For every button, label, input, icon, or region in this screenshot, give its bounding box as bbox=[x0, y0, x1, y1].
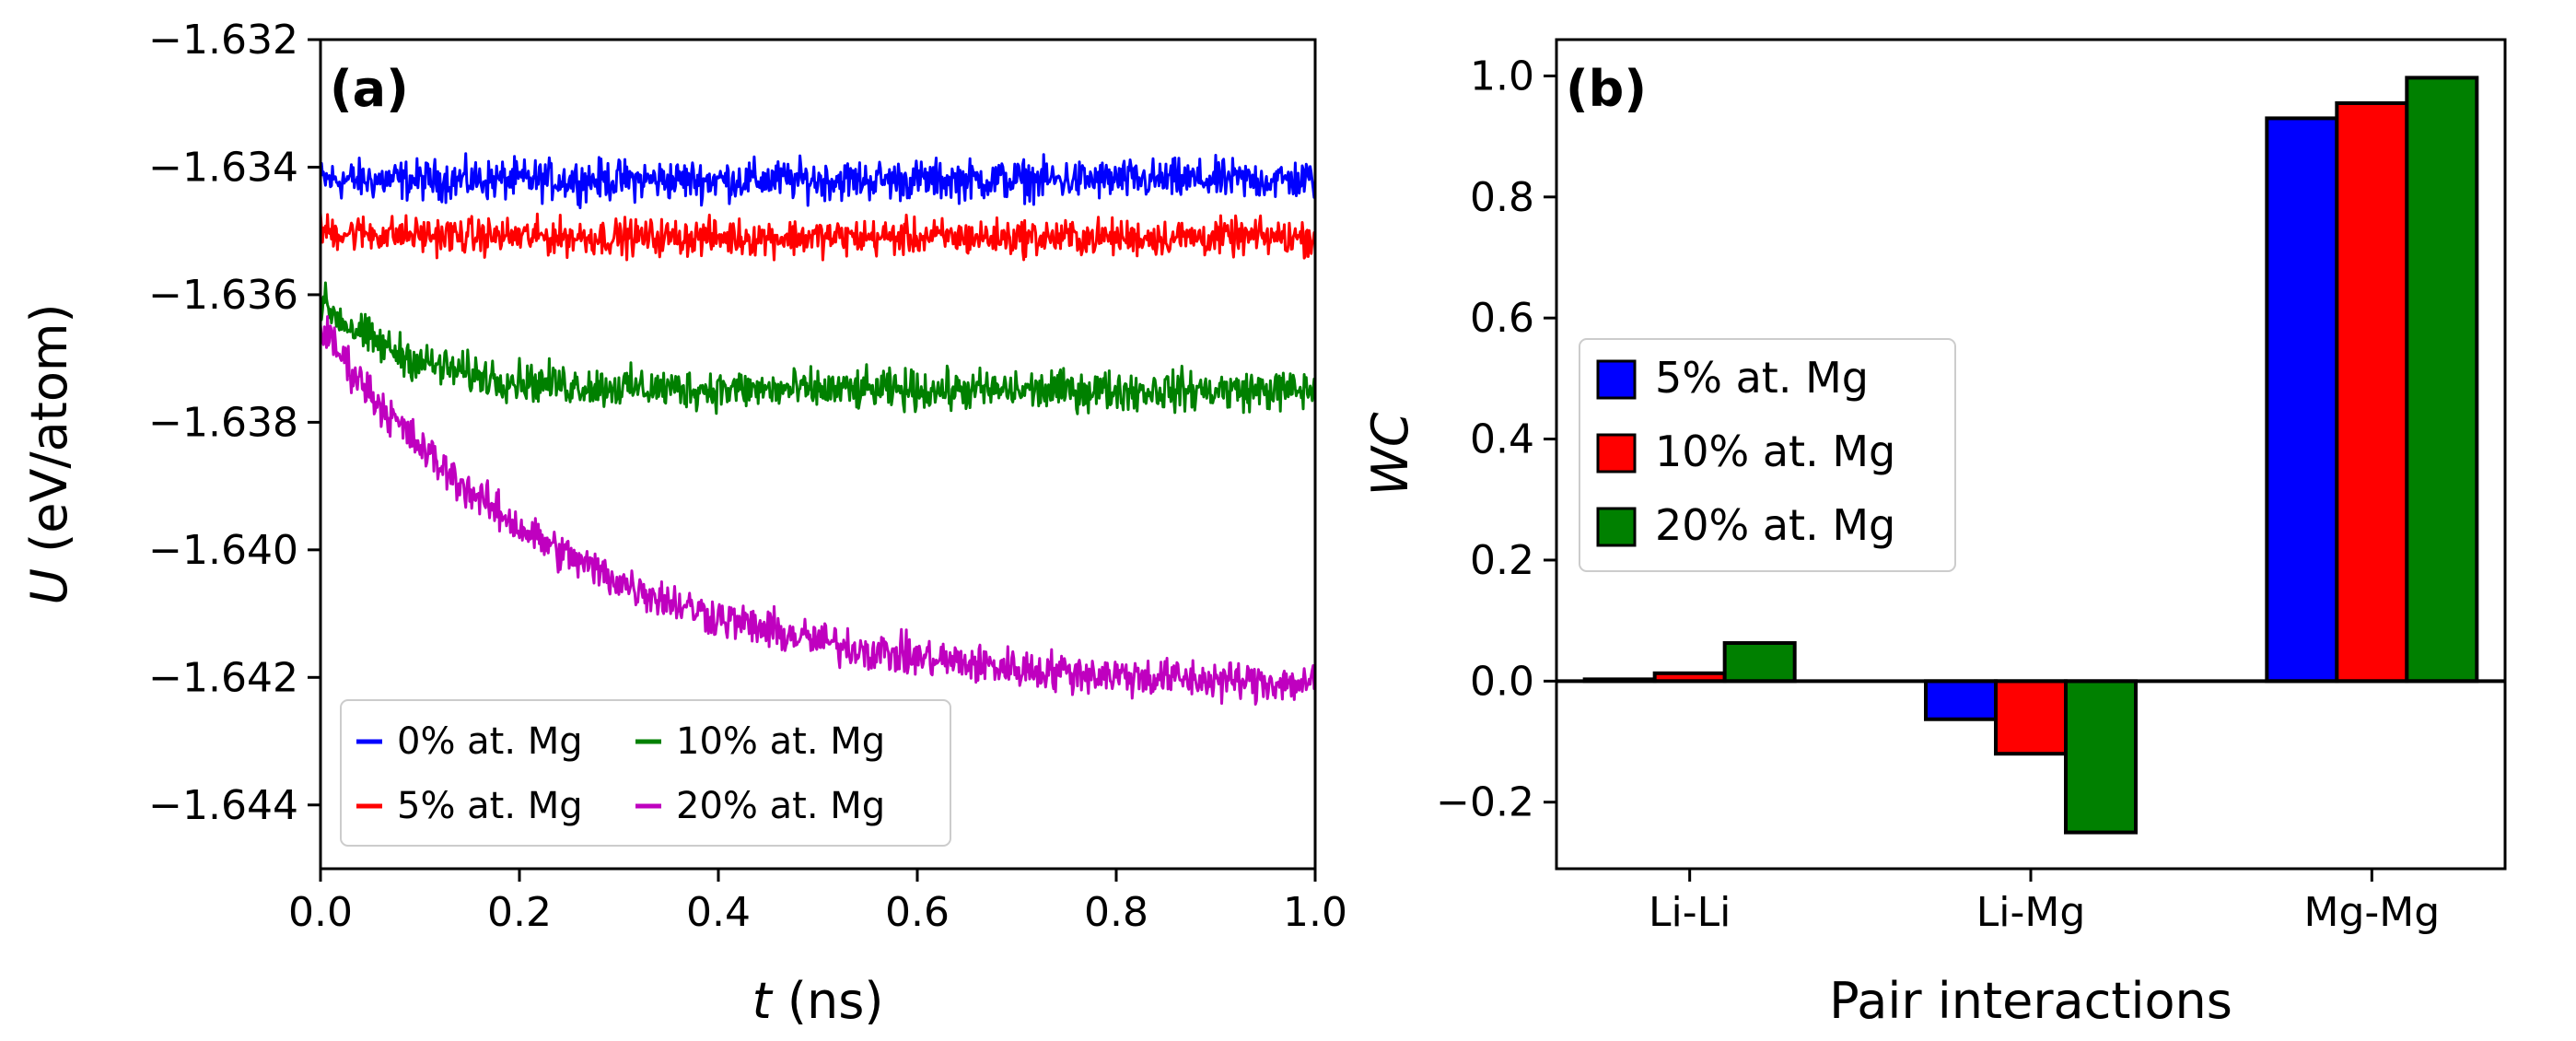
x-tick-label-a-5: 1.0 bbox=[1283, 889, 1347, 936]
legend-swatch-b-10pct bbox=[1596, 433, 1637, 474]
legend-label-b-20pct: 20% at. Mg bbox=[1655, 500, 1895, 550]
series-line-20-at-mg bbox=[319, 315, 1317, 706]
bar-li-mg-20-at-mg bbox=[2064, 679, 2138, 835]
x-tick-label-a-1: 0.2 bbox=[487, 889, 552, 936]
legend-label-20pct: 20% at. Mg bbox=[676, 785, 885, 827]
panel-a-x-axis-unit: (ns) bbox=[772, 972, 884, 1030]
panel-b-bars-group bbox=[1582, 76, 2479, 835]
panel-b-label: (b) bbox=[1566, 60, 1647, 118]
panel-a-label: (a) bbox=[330, 60, 409, 118]
panel-a-frame bbox=[319, 38, 1317, 871]
panel-b-legend: 5% at. Mg 10% at. Mg 20% at. Mg bbox=[1579, 338, 1956, 572]
y-tick-label-a-1: −1.634 bbox=[148, 144, 298, 191]
x-tick-label-a-2: 0.4 bbox=[686, 889, 751, 936]
bar-li-li-20-at-mg bbox=[1722, 640, 1797, 684]
bar-li-mg-5-at-mg bbox=[1924, 679, 1998, 721]
x-tick-label-b-li-mg: Li-Mg bbox=[1976, 889, 2086, 936]
panel-a-legend-box bbox=[340, 699, 951, 847]
y-tick-label-a-3: −1.638 bbox=[148, 399, 298, 446]
y-tick-label-b-1: 0.0 bbox=[1470, 658, 1534, 705]
legend-label-10pct: 10% at. Mg bbox=[676, 720, 885, 763]
x-tick-label-b-mg-mg: Mg-Mg bbox=[2303, 889, 2440, 936]
y-tick-label-b-2: 0.2 bbox=[1470, 537, 1534, 584]
bar-mg-mg-10-at-mg bbox=[2335, 100, 2409, 684]
panel-a-y-axis-var: U bbox=[20, 568, 78, 605]
x-tick-label-a-0: 0.0 bbox=[288, 889, 353, 936]
bar-mg-mg-5-at-mg bbox=[2265, 116, 2339, 684]
panel-b-y-axis-label: WC bbox=[1361, 412, 1419, 496]
series-line-5-at-mg bbox=[319, 212, 1317, 262]
legend-label-b-5pct: 5% at. Mg bbox=[1655, 353, 1869, 403]
y-tick-label-a-2: −1.636 bbox=[148, 272, 298, 319]
x-tick-label-b-li-li: Li-Li bbox=[1649, 889, 1731, 936]
legend-swatch-b-5pct bbox=[1596, 359, 1637, 400]
panel-a-line-chart: 0.0 0.2 0.4 0.6 0.8 1.0 −1.632−1.634−1.636−1.… bbox=[20, 17, 1347, 1030]
panel-b-bar-chart: Li-Li Li-Mg Mg-Mg −0.2 0.0 0.2 0.4 0.6 0.8 1.0 (… bbox=[1361, 38, 2507, 1030]
panel-a-series-group bbox=[319, 152, 1317, 706]
series-line-10-at-mg bbox=[319, 281, 1317, 415]
legend-label-0pct: 0% at. Mg bbox=[397, 720, 583, 763]
y-tick-label-a-4: −1.640 bbox=[148, 527, 298, 574]
y-tick-label-b-4: 0.6 bbox=[1470, 295, 1534, 342]
panel-a-x-axis-var: t bbox=[752, 972, 774, 1030]
y-tick-label-a-6: −1.644 bbox=[148, 782, 298, 829]
legend-label-b-10pct: 10% at. Mg bbox=[1655, 427, 1895, 476]
y-tick-label-b-6: 1.0 bbox=[1470, 53, 1534, 99]
bar-li-mg-10-at-mg bbox=[1994, 679, 2068, 756]
y-tick-label-a-5: −1.642 bbox=[148, 654, 298, 701]
legend-label-5pct: 5% at. Mg bbox=[397, 785, 583, 827]
y-tick-label-b-3: 0.4 bbox=[1470, 416, 1534, 463]
x-tick-label-a-3: 0.6 bbox=[885, 889, 950, 936]
legend-swatch-b-20pct bbox=[1596, 507, 1637, 547]
panel-b-y-ticks: −0.2 0.0 0.2 0.4 0.6 0.8 1.0 bbox=[1436, 53, 1556, 826]
x-tick-label-a-4: 0.8 bbox=[1084, 889, 1148, 936]
bar-mg-mg-20-at-mg bbox=[2405, 76, 2479, 684]
panel-a-x-axis-label: t (ns) bbox=[752, 972, 884, 1030]
panel-a-x-ticks: 0.0 0.2 0.4 0.6 0.8 1.0 bbox=[288, 869, 1347, 936]
y-tick-label-b-0: −0.2 bbox=[1436, 779, 1534, 826]
y-tick-label-a-0: −1.632 bbox=[148, 17, 298, 64]
series-line-0-at-mg bbox=[319, 152, 1317, 210]
y-tick-label-b-5: 0.8 bbox=[1470, 174, 1534, 221]
panel-a-y-axis-unit: (eV/atom) bbox=[20, 303, 78, 568]
panel-a-legend: 0% at. Mg 5% at. Mg 10% at. Mg 20% at. M… bbox=[340, 699, 951, 847]
panel-a-y-ticks: −1.632 −1.634 −1.636 −1.638 −1.640 −1.642 −1.6… bbox=[148, 17, 321, 829]
panel-a-y-axis-label: U (eV/atom) bbox=[20, 303, 78, 604]
panel-b-x-axis-label: Pair interactions bbox=[1829, 972, 2232, 1030]
panel-b-x-ticks: Li-Li Li-Mg Mg-Mg bbox=[1649, 869, 2440, 936]
panel-b-legend-box bbox=[1579, 338, 1956, 572]
